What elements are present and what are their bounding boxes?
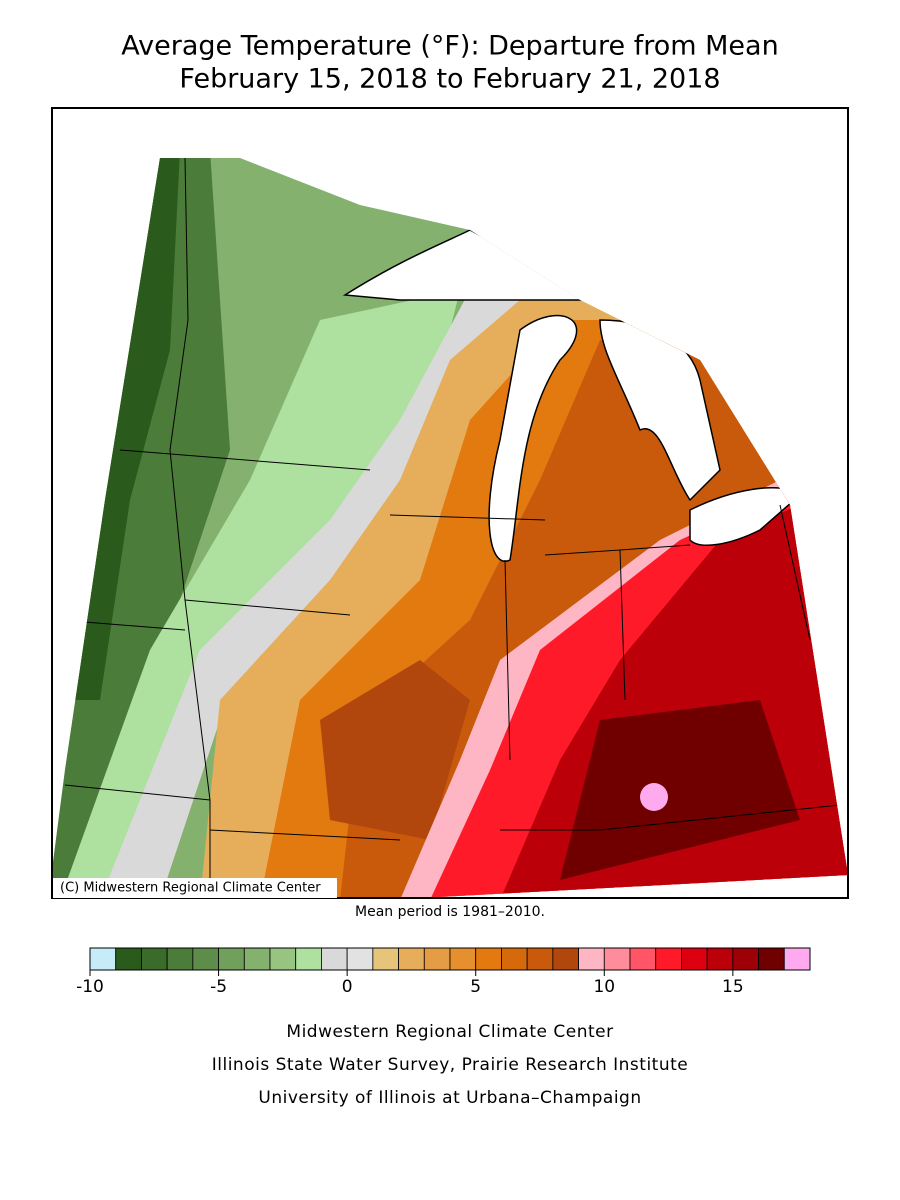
colorbar-swatch [192, 947, 219, 971]
colorbar-tick-label: 10 [593, 977, 615, 997]
colorbar-swatch [423, 947, 451, 971]
colorbar: -10 -5 0 5 10 15 [76, 947, 811, 997]
colorbar-swatch [321, 947, 348, 971]
title: Average Temperature (°F): Departure from… [121, 31, 778, 62]
colorbar-swatch [346, 947, 374, 971]
colorbar-tick-label: 15 [722, 977, 744, 997]
copyright: (C) Midwestern Regional Climate Center [60, 881, 321, 896]
colorbar-swatch [372, 947, 399, 971]
colorbar-swatch [115, 947, 142, 971]
colorbar-swatch [243, 947, 271, 971]
colorbar-tick-label: -10 [76, 977, 104, 997]
colorbar-swatch [449, 947, 477, 971]
colorbar-swatch [475, 947, 502, 971]
footer-line: Midwestern Regional Climate Center [286, 1022, 613, 1042]
footer-line: Illinois State Water Survey, Prairie Res… [212, 1055, 688, 1075]
colorbar-swatch [758, 947, 785, 971]
colorbar-swatch [655, 947, 682, 971]
colorbar-swatch [706, 947, 734, 971]
colorbar-swatch [732, 947, 759, 971]
map-field [52, 158, 848, 898]
colorbar-tick-label: -5 [210, 977, 227, 997]
borders [59, 158, 841, 898]
colorbar-swatch [141, 947, 168, 971]
colorbar-swatch [552, 947, 579, 971]
colorbar-tick-label: 0 [342, 977, 353, 997]
colorbar-swatch [578, 947, 605, 971]
footer-line: University of Illinois at Urbana–Champai… [258, 1088, 641, 1108]
colorbar-frame [89, 947, 811, 971]
mean-period: Mean period is 1981–2010. [355, 904, 545, 920]
colorbar-swatch [629, 947, 657, 971]
colorbar-swatch [501, 947, 528, 971]
map-frame [51, 107, 849, 899]
subtitle: February 15, 2018 to February 21, 2018 [179, 64, 720, 95]
colorbar-swatch [295, 947, 322, 971]
colorbar-swatch [783, 947, 811, 971]
colorbar-swatch [269, 947, 297, 971]
colorbar-swatch [89, 947, 117, 971]
copyright-box [53, 878, 337, 898]
colorbar-tick-label: 5 [470, 977, 481, 997]
colorbar-swatch [681, 947, 708, 971]
colorbar-swatch [218, 947, 245, 971]
colorbar-swatch [398, 947, 425, 971]
colorbar-swatch [526, 947, 554, 971]
colorbar-swatch [166, 947, 194, 971]
colorbar-swatch [603, 947, 631, 971]
